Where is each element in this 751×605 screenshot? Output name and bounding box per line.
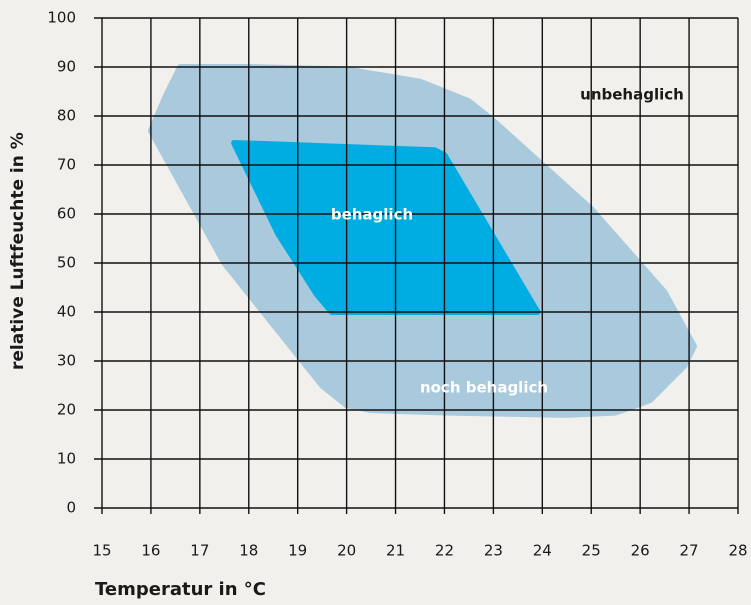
- x-tick-label: 24: [533, 542, 552, 560]
- x-tick-label: 21: [386, 542, 405, 560]
- y-tick-label: 0: [66, 499, 76, 517]
- x-tick-label: 23: [484, 542, 503, 560]
- x-tick-label: 20: [337, 542, 356, 560]
- y-axis-label: relative Luftfeuchte in %: [8, 132, 28, 370]
- x-tick-label: 15: [92, 542, 111, 560]
- y-tick-label: 60: [57, 205, 76, 223]
- x-tick-label: 22: [435, 542, 454, 560]
- y-tick-label: 90: [57, 58, 76, 76]
- x-axis-label: Temperatur in °C: [95, 579, 266, 600]
- x-tick-label: 27: [680, 542, 699, 560]
- region-label: noch behaglich: [420, 379, 548, 397]
- x-tick-label: 26: [631, 542, 650, 560]
- x-tick-label: 28: [728, 542, 747, 560]
- y-tick-label: 100: [47, 9, 76, 27]
- y-tick-label: 20: [57, 401, 76, 419]
- x-tick-label: 25: [582, 542, 601, 560]
- x-tick-label: 19: [288, 542, 307, 560]
- x-tick-label: 17: [190, 542, 209, 560]
- x-tick-label: 18: [239, 542, 258, 560]
- y-tick-label: 50: [57, 254, 76, 272]
- x-tick-label: 16: [141, 542, 160, 560]
- annotation: unbehaglich: [580, 86, 684, 104]
- y-tick-label: 80: [57, 107, 76, 125]
- y-tick-label: 40: [57, 303, 76, 321]
- y-tick-label: 30: [57, 352, 76, 370]
- y-tick-label: 70: [57, 156, 76, 174]
- y-tick-label: 10: [57, 450, 76, 468]
- region-label: behaglich: [331, 206, 413, 224]
